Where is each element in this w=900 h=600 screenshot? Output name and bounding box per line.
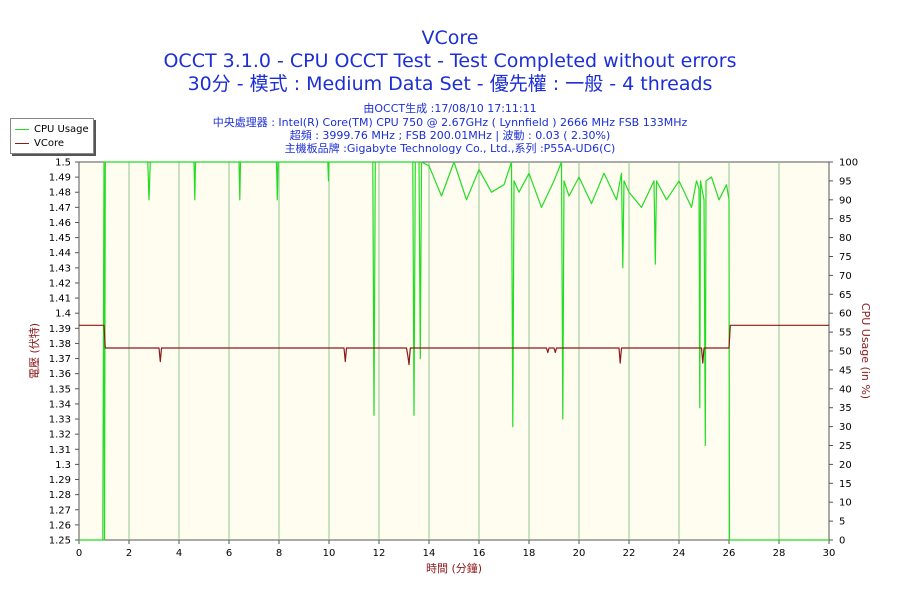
y-left-tick-label: 1.33 (49, 415, 71, 426)
legend-label-cpu-usage: CPU Usage (34, 123, 89, 135)
y-right-tick-label: 55 (839, 328, 852, 339)
legend-swatch-cpu-usage (15, 128, 29, 130)
y-left-tick-label: 1.26 (49, 520, 71, 531)
legend: CPU Usage VCore (10, 118, 94, 154)
y-left-tick-label: 1.25 (49, 536, 71, 547)
x-tick-label: 10 (323, 548, 336, 559)
y-right-tick-label: 100 (839, 158, 858, 169)
x-tick-label: 28 (773, 548, 786, 559)
y-right-tick-label: 25 (839, 441, 852, 452)
legend-label-vcore: VCore (34, 137, 64, 149)
y-axis-right-label: CPU Usage (in %) (859, 303, 872, 399)
x-tick-label: 16 (473, 548, 486, 559)
y-left-tick-label: 1.5 (55, 158, 71, 169)
x-axis-label: 時間 (分鐘) (426, 561, 482, 575)
y-left-tick-label: 1.28 (49, 490, 71, 501)
x-tick-label: 18 (523, 548, 536, 559)
y-right-tick-label: 30 (839, 422, 852, 433)
legend-swatch-vcore (15, 142, 29, 144)
x-tick-label: 20 (573, 548, 586, 559)
y-left-tick-label: 1.46 (49, 218, 71, 229)
y-left-tick-label: 1.35 (49, 384, 71, 395)
y-left-tick-label: 1.49 (49, 173, 71, 184)
y-right-tick-label: 5 (839, 517, 845, 528)
x-tick-label: 22 (623, 548, 636, 559)
y-right-tick-label: 75 (839, 252, 852, 263)
legend-item-cpu-usage: CPU Usage (15, 122, 89, 136)
x-tick-label: 0 (76, 548, 82, 559)
legend-item-vcore: VCore (15, 136, 64, 150)
y-left-tick-label: 1.39 (49, 324, 71, 335)
x-tick-label: 26 (723, 548, 736, 559)
x-tick-label: 14 (423, 548, 436, 559)
y-left-tick-label: 1.37 (49, 354, 71, 365)
info-cpu: 中央處理器 : Intel(R) Core(TM) CPU 750 @ 2.67… (212, 116, 688, 129)
y-right-tick-label: 65 (839, 290, 852, 301)
y-right-tick-label: 85 (839, 214, 852, 225)
y-right-tick-label: 50 (839, 347, 852, 358)
y-left-tick-label: 1.29 (49, 475, 71, 486)
y-right-tick-label: 95 (839, 176, 852, 187)
y-left-tick-label: 1.43 (49, 263, 71, 274)
y-axis-left-label: 電壓 (伏特) (27, 323, 41, 379)
plot-area (78, 161, 830, 541)
y-right-tick-label: 35 (839, 403, 852, 414)
x-tick-label: 24 (673, 548, 686, 559)
y-left-tick-label: 1.31 (49, 445, 71, 456)
x-tick-label: 30 (823, 548, 836, 559)
y-left-tick-label: 1.27 (49, 505, 71, 516)
chart-subtitle-mode: 30分 - 模式 : Medium Data Set - 優先權 : 一般 - … (187, 73, 713, 95)
y-left-tick-label: 1.42 (49, 278, 71, 289)
axis-ticks: 0 2 4 6 8 10 12 14 16 18 20 22 24 26 28 301.251.261.271… (49, 158, 858, 560)
chart-title: VCore (421, 27, 479, 49)
x-tick-label: 2 (126, 548, 132, 559)
x-tick-label: 4 (176, 548, 182, 559)
y-right-tick-label: 90 (839, 195, 852, 206)
x-tick-label: 6 (226, 548, 232, 559)
info-motherboard: 主機板品牌 :Gigabyte Technology Co., Ltd.,系列 … (284, 142, 616, 155)
y-left-tick-label: 1.48 (49, 188, 71, 199)
series-lines (79, 161, 829, 541)
y-right-tick-label: 70 (839, 271, 852, 282)
y-left-tick-label: 1.36 (49, 369, 71, 380)
y-left-tick-label: 1.38 (49, 339, 71, 350)
y-right-tick-label: 20 (839, 460, 852, 471)
chart-subtitle-test: OCCT 3.1.0 - CPU OCCT Test - Test Comple… (163, 50, 737, 72)
x-tick-label: 8 (276, 548, 282, 559)
y-right-tick-label: 80 (839, 233, 852, 244)
y-right-tick-label: 0 (839, 536, 845, 547)
y-right-tick-label: 45 (839, 365, 852, 376)
series-line-cpu-usage (79, 161, 829, 541)
y-left-tick-label: 1.32 (49, 430, 71, 441)
y-left-tick-label: 1.47 (49, 203, 71, 214)
y-left-tick-label: 1.41 (49, 294, 71, 305)
info-generated: 由OCCT生成 :17/08/10 17:11:11 (363, 102, 537, 115)
y-right-tick-label: 10 (839, 498, 852, 509)
y-left-tick-label: 1.4 (55, 309, 71, 320)
series-line-vcore (79, 324, 829, 366)
y-right-tick-label: 60 (839, 309, 852, 320)
y-left-tick-label: 1.34 (49, 399, 71, 410)
y-right-tick-label: 15 (839, 479, 852, 490)
x-tick-label: 12 (373, 548, 386, 559)
info-overclock: 超頻 : 3999.76 MHz ; FSB 200.01MHz | 波動 : … (289, 129, 611, 142)
y-left-tick-label: 1.44 (49, 248, 71, 259)
y-right-tick-label: 40 (839, 384, 852, 395)
y-left-tick-label: 1.3 (55, 460, 71, 471)
y-left-tick-label: 1.45 (49, 233, 71, 244)
